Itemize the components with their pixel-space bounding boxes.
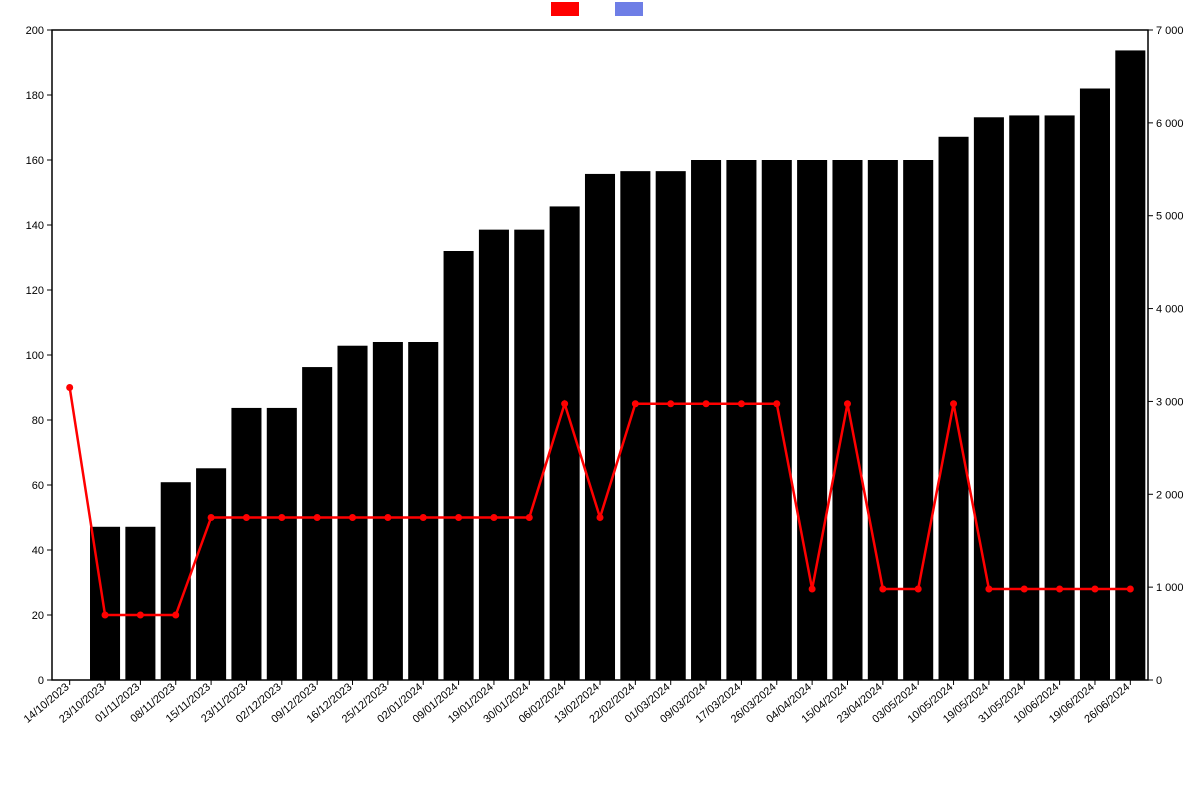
bar bbox=[656, 171, 686, 680]
line-marker bbox=[1057, 586, 1063, 592]
line-marker bbox=[703, 401, 709, 407]
line-marker bbox=[350, 515, 356, 521]
bar bbox=[267, 408, 297, 680]
bar bbox=[868, 160, 898, 680]
bar bbox=[550, 206, 580, 680]
y-right-tick-label: 4 000 bbox=[1156, 304, 1184, 316]
line-marker bbox=[738, 401, 744, 407]
y-left-tick-label: 100 bbox=[26, 350, 44, 362]
y-left-tick-label: 20 bbox=[32, 610, 44, 622]
line-marker bbox=[844, 401, 850, 407]
y-right-tick-label: 7 000 bbox=[1156, 25, 1184, 37]
bar bbox=[903, 160, 933, 680]
bar bbox=[373, 342, 403, 680]
line-marker bbox=[1092, 586, 1098, 592]
line-marker bbox=[102, 612, 108, 618]
bar bbox=[196, 468, 226, 680]
line-marker bbox=[597, 515, 603, 521]
y-left-tick-label: 200 bbox=[26, 25, 44, 37]
bar bbox=[1009, 115, 1039, 680]
bar bbox=[797, 160, 827, 680]
y-right-tick-label: 5 000 bbox=[1156, 211, 1184, 223]
bar bbox=[620, 171, 650, 680]
bar bbox=[125, 527, 155, 680]
chart-container: 0 20 40 60 80 100 120 140 160 180 200 0 1 000 2 000 3 … bbox=[0, 0, 1200, 800]
y-right-tick-label: 3 000 bbox=[1156, 396, 1184, 408]
line-marker bbox=[562, 401, 568, 407]
bar bbox=[302, 367, 332, 680]
bar bbox=[161, 482, 191, 680]
bar bbox=[1045, 115, 1075, 680]
line-marker bbox=[526, 515, 532, 521]
line-marker bbox=[385, 515, 391, 521]
line-marker bbox=[420, 515, 426, 521]
bar bbox=[974, 117, 1004, 680]
line-marker bbox=[632, 401, 638, 407]
line-marker bbox=[456, 515, 462, 521]
bar bbox=[585, 174, 615, 680]
bar bbox=[762, 160, 792, 680]
line-marker bbox=[774, 401, 780, 407]
line-marker bbox=[986, 586, 992, 592]
line-marker bbox=[137, 612, 143, 618]
line-marker bbox=[1021, 586, 1027, 592]
line-marker bbox=[915, 586, 921, 592]
y-left-tick-label: 0 bbox=[38, 675, 44, 687]
line-marker bbox=[67, 385, 73, 391]
bar bbox=[726, 160, 756, 680]
line-marker bbox=[880, 586, 886, 592]
line-marker bbox=[243, 515, 249, 521]
line-marker bbox=[668, 401, 674, 407]
line-marker bbox=[314, 515, 320, 521]
line-marker bbox=[491, 515, 497, 521]
bar bbox=[514, 230, 544, 680]
line-marker bbox=[951, 401, 957, 407]
y-left-tick-label: 80 bbox=[32, 415, 44, 427]
y-left-tick-label: 180 bbox=[26, 90, 44, 102]
bar bbox=[231, 408, 261, 680]
bar bbox=[408, 342, 438, 680]
bar bbox=[691, 160, 721, 680]
line-marker bbox=[208, 515, 214, 521]
bar bbox=[337, 346, 367, 680]
line-marker bbox=[279, 515, 285, 521]
y-left-tick-label: 40 bbox=[32, 545, 44, 557]
y-left-tick-label: 140 bbox=[26, 220, 44, 232]
bar bbox=[444, 251, 474, 680]
y-right-tick-label: 0 bbox=[1156, 675, 1162, 687]
line-marker bbox=[173, 612, 179, 618]
line-marker bbox=[1127, 586, 1133, 592]
bar bbox=[832, 160, 862, 680]
y-left-tick-label: 60 bbox=[32, 480, 44, 492]
line-marker bbox=[809, 586, 815, 592]
chart-svg: 0 20 40 60 80 100 120 140 160 180 200 0 1 000 2 000 3 … bbox=[0, 0, 1200, 800]
y-left-tick-label: 160 bbox=[26, 155, 44, 167]
bar bbox=[479, 230, 509, 680]
y-right-tick-label: 1 000 bbox=[1156, 582, 1184, 594]
y-left-tick-label: 120 bbox=[26, 285, 44, 297]
y-right-tick-label: 2 000 bbox=[1156, 489, 1184, 501]
y-right-tick-label: 6 000 bbox=[1156, 118, 1184, 130]
